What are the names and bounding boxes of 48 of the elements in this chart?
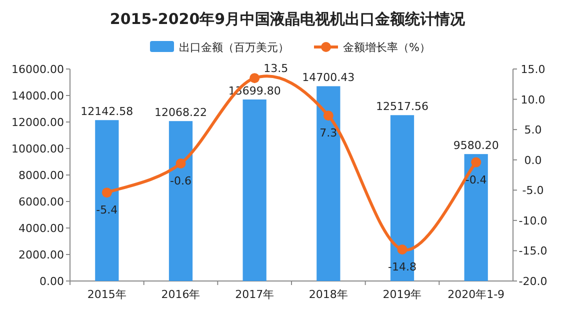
x-tick-label: 2016年: [161, 288, 200, 301]
data-label: 12142.58: [80, 105, 134, 118]
legend-label: 出口金额（百万美元）: [179, 41, 289, 54]
y-tick-label: 10000.00: [12, 142, 64, 156]
point: [102, 188, 112, 198]
point: [176, 158, 186, 168]
x-tick-label: 2017年: [235, 288, 274, 301]
chart-title: 2015-2020年9月中国液晶电视机出口金额统计情况: [110, 10, 466, 28]
y-tick-label: 2000.00: [18, 248, 64, 262]
y2-tick-label: -20.0: [518, 275, 548, 288]
data-label: 12068.22: [154, 106, 207, 120]
y2-tick-label: -10.0: [518, 214, 548, 228]
y2-tick-label: -15.0: [518, 244, 548, 258]
point: [471, 157, 482, 168]
y-tick-label: 16000.00: [12, 63, 64, 76]
y-tick-label: 14000.00: [12, 90, 64, 102]
y-tick-label: 8000.00: [18, 169, 64, 182]
bar: [242, 99, 266, 281]
data-label: 12517.56: [376, 100, 428, 114]
legend-label: 金额增长率（%）: [343, 41, 430, 54]
bar: [464, 154, 488, 281]
point: [250, 73, 260, 84]
data-label: -5.4: [96, 204, 118, 217]
point: [397, 244, 408, 255]
point: [323, 110, 334, 121]
data-label: 14700.43: [302, 71, 355, 84]
y-tick-label: 6000.00: [18, 196, 64, 208]
y2-tick-label: 0.0: [524, 154, 542, 167]
data-label: -0.6: [170, 174, 192, 188]
bar: [390, 115, 414, 281]
y-tick-label: 12000.00: [12, 116, 64, 129]
x-tick-label: 2019年: [382, 288, 422, 301]
x-tick-label: 2018年: [308, 288, 348, 301]
bar: [168, 121, 193, 281]
data-label: 13.5: [264, 62, 288, 76]
y-tick-label: 4000.00: [18, 222, 64, 235]
y-tick-label: 0.00: [40, 275, 64, 288]
y2-tick-label: 15.0: [520, 63, 546, 76]
data-label: -0.4: [465, 173, 487, 186]
bar: [95, 120, 119, 281]
data-label: 7.3: [320, 126, 338, 140]
y2-tick-label: 10.0: [520, 93, 546, 106]
x-tick-label: 2020年1-9: [448, 288, 505, 301]
bar: [316, 86, 340, 281]
data-label: 9580.20: [453, 139, 499, 152]
y2-tick-label: -5.0: [522, 184, 544, 198]
x-tick-label: 2015年: [87, 288, 126, 301]
y2-tick-label: 5.0: [524, 124, 542, 137]
